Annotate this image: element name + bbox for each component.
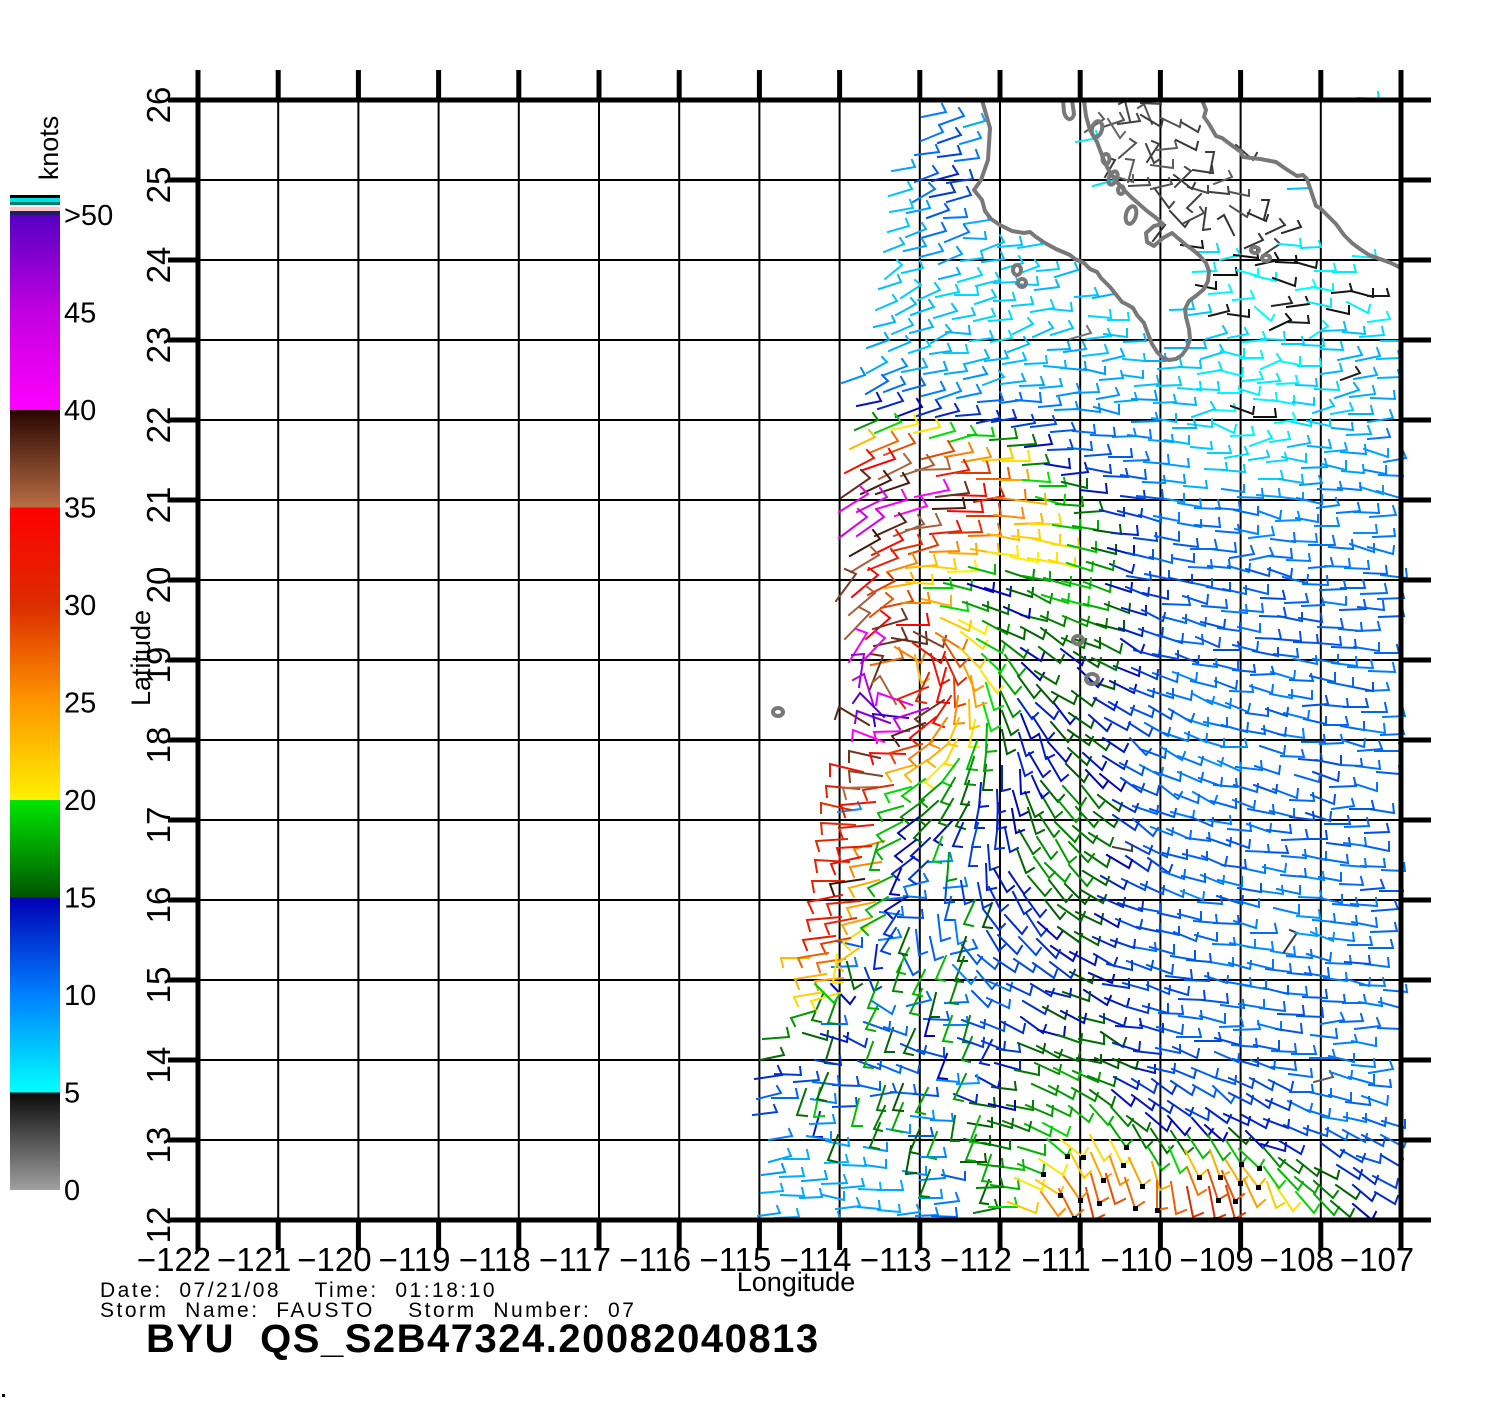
svg-text:25: 25 bbox=[140, 167, 177, 204]
svg-text:24: 24 bbox=[140, 247, 177, 284]
svg-text:25: 25 bbox=[64, 688, 96, 720]
svg-text:−120: −120 bbox=[297, 1241, 371, 1278]
svg-text:>50: >50 bbox=[64, 200, 113, 232]
svg-text:BYU QS_S2B47324.20082040813: BYU QS_S2B47324.20082040813 bbox=[146, 1317, 820, 1361]
svg-text:15: 15 bbox=[140, 967, 177, 1004]
svg-text:−109: −109 bbox=[1179, 1241, 1253, 1278]
svg-text:−107: −107 bbox=[1340, 1241, 1414, 1278]
svg-text:19: 19 bbox=[140, 647, 177, 684]
svg-text:15: 15 bbox=[64, 883, 96, 915]
svg-text:−108: −108 bbox=[1260, 1241, 1334, 1278]
svg-text:−121: −121 bbox=[217, 1241, 291, 1278]
svg-text:20: 20 bbox=[64, 785, 96, 817]
svg-text:−117: −117 bbox=[539, 1241, 611, 1278]
svg-text:22: 22 bbox=[140, 407, 177, 444]
svg-text:12: 12 bbox=[140, 1207, 177, 1244]
svg-text:−122: −122 bbox=[137, 1241, 211, 1278]
svg-text:16: 16 bbox=[140, 887, 177, 924]
svg-text:Longitude: Longitude bbox=[737, 1267, 856, 1297]
svg-text:−111: −111 bbox=[1021, 1241, 1090, 1278]
svg-text:−112: −112 bbox=[940, 1241, 1012, 1278]
svg-text:20: 20 bbox=[140, 567, 177, 604]
svg-text:17: 17 bbox=[140, 807, 177, 844]
svg-text:−114: −114 bbox=[780, 1241, 852, 1278]
svg-text:18: 18 bbox=[140, 727, 177, 764]
svg-text:−110: −110 bbox=[1100, 1241, 1172, 1278]
svg-text:30: 30 bbox=[64, 590, 96, 622]
svg-text:knots: knots bbox=[34, 116, 64, 181]
svg-text:35: 35 bbox=[64, 493, 96, 525]
svg-text:14: 14 bbox=[140, 1047, 177, 1084]
svg-text:40: 40 bbox=[64, 395, 96, 427]
svg-text:−113: −113 bbox=[860, 1241, 932, 1278]
svg-text:−115: −115 bbox=[699, 1241, 771, 1278]
svg-text:21: 21 bbox=[140, 487, 177, 524]
svg-text:5: 5 bbox=[64, 1078, 80, 1110]
svg-text:26: 26 bbox=[140, 87, 177, 124]
svg-text:0: 0 bbox=[64, 1175, 80, 1207]
svg-text:−119: −119 bbox=[379, 1241, 451, 1278]
svg-text:Date: 07/21/08 Time: 01:1: Date: 07/21/08 Time: 01:18:10 bbox=[100, 1279, 497, 1302]
svg-text:Latitude: Latitude bbox=[126, 610, 156, 706]
svg-text:10: 10 bbox=[64, 980, 96, 1012]
svg-text:−116: −116 bbox=[619, 1241, 691, 1278]
svg-text:13: 13 bbox=[140, 1127, 177, 1164]
svg-text:Storm Name: FAUSTO Storm: Storm Name: FAUSTO Storm Number: 07 bbox=[100, 1299, 636, 1322]
svg-text:23: 23 bbox=[140, 327, 177, 364]
svg-text:45: 45 bbox=[64, 298, 96, 330]
svg-text:−118: −118 bbox=[459, 1241, 531, 1278]
